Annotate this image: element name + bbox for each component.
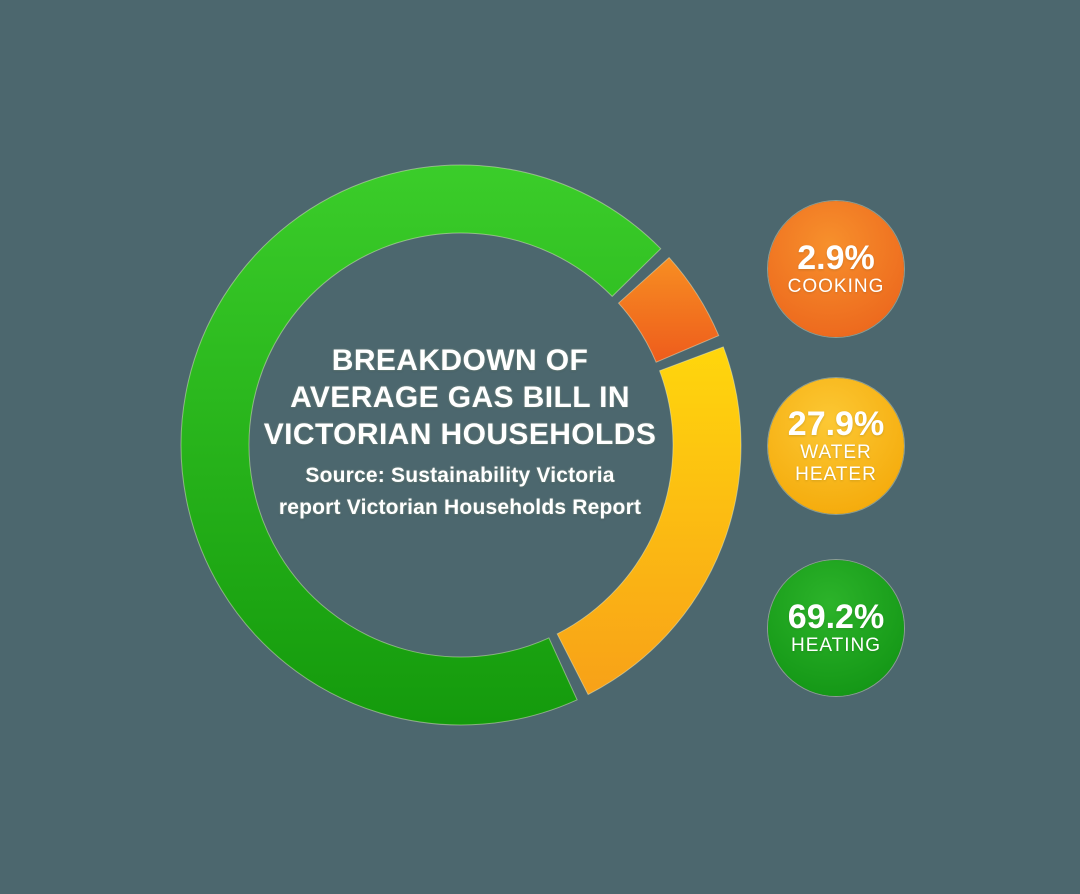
legend-item-water-heater: 27.9% WATER HEATER [768,378,904,514]
legend-label-line: HEATER [795,464,877,485]
donut-segment-cooking [617,256,720,363]
legend-percent: 2.9% [797,239,875,277]
donut-segment-heating [180,164,662,726]
legend-item-heating: 69.2% HEATING [768,560,904,696]
legend-item-cooking: 2.9% COOKING [768,201,904,337]
legend-label-line: COOKING [787,276,885,297]
legend-label-line: WATER [800,442,872,463]
legend-label-line: HEATING [790,635,882,656]
donut-segment-water-heater [556,346,742,696]
legend-percent: 27.9% [787,405,885,443]
legend-percent: 69.2% [787,598,885,636]
